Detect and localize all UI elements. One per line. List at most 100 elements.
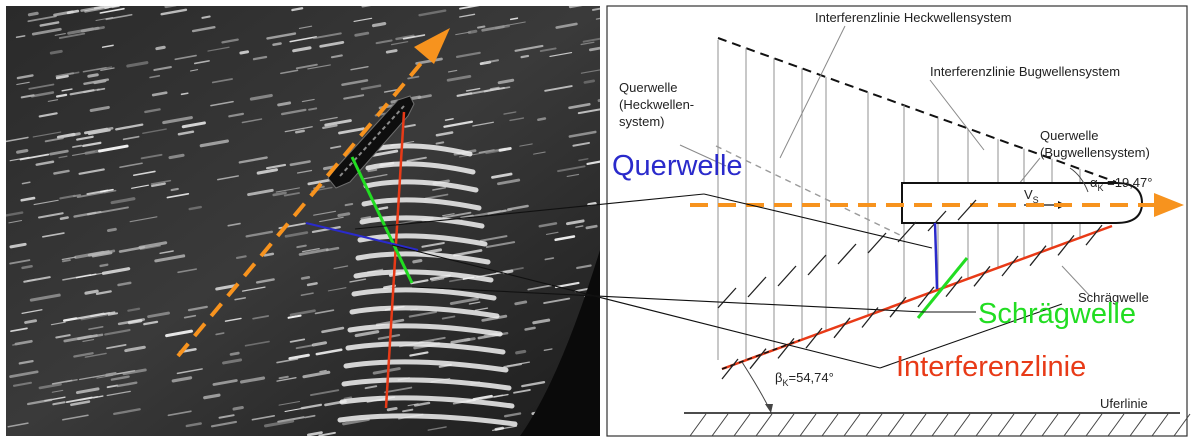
sparkle <box>167 410 192 417</box>
sparkle <box>187 305 208 312</box>
sparkle <box>56 93 68 98</box>
sparkle <box>63 317 78 322</box>
shore-hatch <box>931 413 949 437</box>
oblique-wave-mark <box>717 287 737 309</box>
wake-crest <box>341 377 512 391</box>
sparkle <box>408 310 438 318</box>
oblique-wave-mark <box>1057 234 1075 256</box>
sparkle <box>554 281 580 289</box>
sparkle <box>294 129 305 134</box>
sparkle <box>580 69 600 74</box>
sparkle <box>539 47 557 53</box>
sparkle <box>58 155 68 159</box>
sparkle <box>222 358 243 365</box>
sparkle <box>272 191 287 197</box>
sparkle <box>465 87 481 92</box>
sparkle <box>519 143 533 147</box>
sparkle <box>406 156 427 162</box>
sparkle <box>568 130 597 138</box>
shore-hatch <box>909 413 927 437</box>
wake-crest <box>343 359 509 373</box>
sparkle <box>218 414 235 419</box>
sparkle <box>292 46 312 53</box>
upper-interference-line <box>717 37 1117 183</box>
sparkle <box>266 32 297 40</box>
sparkle <box>8 220 23 224</box>
sparkle <box>127 307 141 312</box>
sparkle <box>360 84 382 91</box>
sparkle <box>283 192 300 197</box>
sparkle <box>171 376 193 383</box>
oblique-wave-mark <box>1029 245 1047 267</box>
sparkle <box>70 132 81 137</box>
label-alpha: αK =19,47° <box>1090 175 1152 193</box>
sparkle <box>354 330 380 338</box>
sparkle <box>105 372 117 377</box>
shore-hatch <box>733 413 751 437</box>
sparkle <box>52 401 66 406</box>
sparkle <box>311 341 328 347</box>
sparkle <box>58 32 86 39</box>
sparkle <box>263 252 275 257</box>
wake-crest <box>345 341 506 355</box>
sparkle <box>459 13 476 18</box>
wake-crest <box>365 161 476 175</box>
label-velocity: VS <box>1024 187 1039 205</box>
sparkle <box>139 244 161 250</box>
sparkle <box>459 6 480 10</box>
sparkle <box>449 297 479 305</box>
sparkle <box>83 88 100 94</box>
sparkle <box>229 351 240 356</box>
sparkle <box>122 135 140 141</box>
sparkle <box>149 75 161 79</box>
sparkle <box>586 160 600 165</box>
sparkle <box>472 121 495 127</box>
sparkle <box>255 278 275 284</box>
sparkle <box>99 7 125 14</box>
shore-hatch <box>777 413 795 437</box>
sparkle <box>73 352 94 358</box>
sparkle <box>307 64 331 70</box>
sparkle <box>151 182 166 188</box>
sparkle <box>215 332 225 336</box>
connector-lines <box>354 193 1063 369</box>
sparkle <box>153 65 172 72</box>
sparkle <box>410 279 429 285</box>
shore-hatching <box>689 413 1191 437</box>
sparkle <box>350 65 369 71</box>
wake-crest <box>363 179 479 193</box>
sparkle <box>402 408 414 413</box>
sparkle <box>97 127 114 132</box>
shore-hatch <box>843 413 861 437</box>
sparkle <box>435 141 445 145</box>
sparkle <box>343 396 353 401</box>
sparkle <box>61 88 73 92</box>
sparkle <box>549 51 573 57</box>
sparkle <box>241 118 263 124</box>
aerial-photo <box>6 6 600 436</box>
sparkle <box>151 91 168 97</box>
sparkle <box>295 63 318 70</box>
sparkle <box>78 168 105 175</box>
sparkle <box>9 259 31 265</box>
sparkle <box>349 278 367 283</box>
sparkle <box>318 431 336 436</box>
sparkle <box>413 401 431 407</box>
label-querwelle-bug-2: (Bugwellensystem) <box>1040 145 1150 160</box>
sparkle <box>252 315 270 320</box>
sparkle <box>592 7 600 11</box>
sparkle <box>42 232 65 238</box>
oblique-wave-mark <box>749 348 767 370</box>
sparkle <box>116 381 138 388</box>
sparkle <box>6 136 29 143</box>
sparkle <box>289 36 318 43</box>
sparkle <box>238 156 268 164</box>
sparkle <box>126 61 149 68</box>
sparkle <box>491 172 513 179</box>
sparkle <box>111 6 120 9</box>
sparkle <box>177 268 197 274</box>
sparkle <box>417 94 432 100</box>
sparkle <box>103 189 117 194</box>
sparkle <box>241 286 266 292</box>
